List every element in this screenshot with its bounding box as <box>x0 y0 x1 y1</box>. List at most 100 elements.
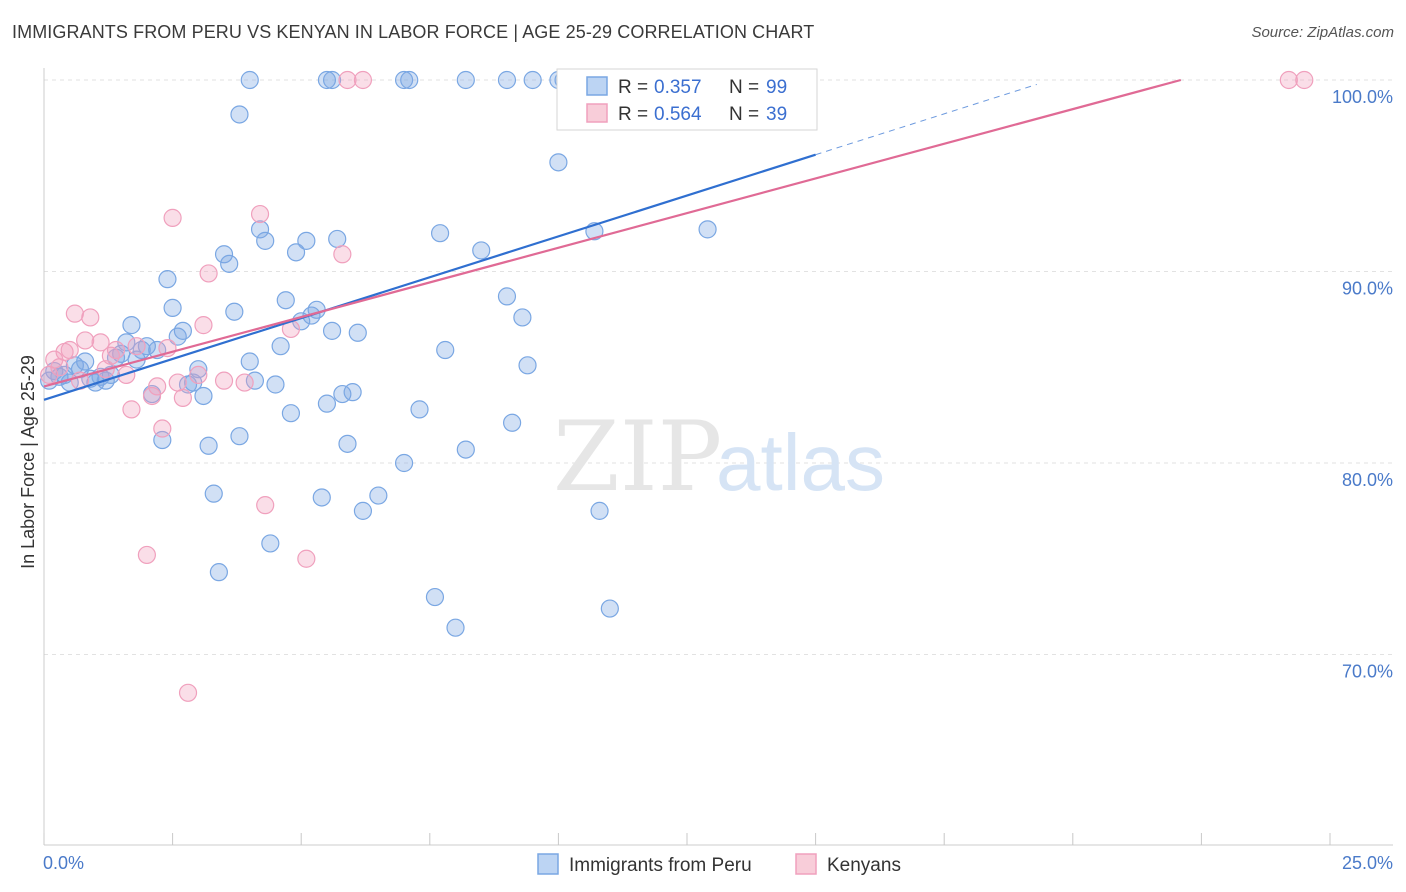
kenyans-point <box>65 304 84 323</box>
peru-point <box>317 394 337 413</box>
kenyans-point <box>1279 70 1298 90</box>
trend-lines <box>43 78 1182 401</box>
kenyans-point <box>122 400 141 419</box>
peru-point <box>168 327 187 346</box>
kenyans-point <box>250 204 270 224</box>
stats-n-label-peru: N = <box>729 77 759 98</box>
peru-point <box>328 229 347 249</box>
peru-point <box>456 440 475 459</box>
peru-point <box>276 291 295 310</box>
kenyans-trend-line <box>43 78 1182 388</box>
kenyans-point <box>173 388 192 407</box>
watermark-zip: ZIP <box>553 401 722 513</box>
peru-point <box>348 323 367 342</box>
stats-r-value-peru: 0.357 <box>654 77 702 98</box>
y-tick-label: 70.0% <box>1342 662 1393 682</box>
legend-swatch-peru <box>537 853 559 875</box>
y-tick-labels: 70.0% 80.0% 90.0% 100.0% <box>1332 87 1393 682</box>
y-tick-label: 90.0% <box>1342 279 1393 299</box>
stats-r-value-kenyans: 0.564 <box>654 104 702 125</box>
peru-point <box>230 105 249 124</box>
kenyans-point <box>178 683 198 702</box>
kenyans-point <box>117 365 136 385</box>
kenyans-point <box>81 308 100 327</box>
stats-n-value-peru: 99 <box>766 77 787 98</box>
peru-point <box>394 70 414 90</box>
kenyans-point <box>101 346 120 365</box>
peru-point <box>225 302 244 321</box>
kenyans-point <box>199 264 218 283</box>
stats-swatch-peru <box>586 76 608 96</box>
peru-point <box>400 70 419 90</box>
peru-point <box>189 360 208 379</box>
kenyans-point <box>256 496 275 515</box>
kenyans-point <box>137 545 156 565</box>
peru-point <box>209 563 228 582</box>
peru-point <box>281 404 301 423</box>
axes <box>43 68 1393 846</box>
stats-r-label-kenyans: R = <box>618 104 648 125</box>
peru-point <box>286 243 306 262</box>
chart-title: IMMIGRANTS FROM PERU VS KENYAN IN LABOR … <box>12 22 815 42</box>
kenyans-point <box>1295 70 1314 90</box>
peru-point <box>353 501 373 520</box>
peru-point <box>369 486 388 505</box>
kenyans-point <box>333 245 352 264</box>
kenyans-point <box>235 373 254 392</box>
watermark: ZIP atlas <box>553 401 885 513</box>
peru-point <box>503 413 522 432</box>
peru-trend-extension <box>815 83 1037 156</box>
peru-point <box>261 534 280 553</box>
y-tick-label: 80.0% <box>1342 470 1393 490</box>
kenyans-point <box>142 386 162 406</box>
stats-swatch-kenyans <box>586 103 608 123</box>
peru-point <box>158 270 177 289</box>
peru-point <box>425 587 445 607</box>
watermark-atlas: atlas <box>716 418 885 507</box>
bottom-legend: Immigrants from Peru Kenyans <box>537 853 901 876</box>
peru-point <box>250 220 270 239</box>
peru-point <box>456 70 475 90</box>
peru-point <box>204 484 223 503</box>
peru-point <box>214 245 234 264</box>
peru-point <box>297 231 316 250</box>
kenyans-point <box>148 377 167 396</box>
peru-point <box>194 386 213 406</box>
peru-point <box>220 254 239 273</box>
kenyans-point <box>163 208 182 227</box>
peru-point <box>256 231 275 250</box>
kenyans-point <box>189 365 208 385</box>
peru-point <box>266 375 285 394</box>
stats-n-value-kenyans: 39 <box>766 104 787 125</box>
peru-point <box>497 287 517 306</box>
source-label: Source: ZipAtlas.com <box>1251 24 1394 41</box>
kenyans-point <box>50 358 69 377</box>
peru-point <box>122 316 141 335</box>
legend-label-peru: Immigrants from Peru <box>569 855 752 876</box>
kenyans-point <box>91 333 110 352</box>
kenyans-point <box>353 70 373 90</box>
x-tick-label-max: 25.0% <box>1342 853 1393 873</box>
peru-point <box>322 70 342 90</box>
stats-legend: R = 0.357 N = 99 R = 0.564 N = 39 <box>556 68 818 131</box>
peru-point <box>590 501 609 520</box>
kenyans-point <box>127 337 146 356</box>
peru-point <box>173 321 192 340</box>
kenyans-point <box>153 419 172 438</box>
y-axis-title: In Labor Force | Age 25-29 <box>18 355 38 569</box>
peru-point <box>600 599 619 618</box>
peru-point <box>199 436 218 455</box>
kenyans-point <box>297 549 316 568</box>
peru-point <box>271 337 290 356</box>
peru-point <box>240 352 259 371</box>
kenyans-point <box>214 371 234 390</box>
legend-swatch-kenyans <box>795 853 817 875</box>
peru-point <box>312 488 331 507</box>
peru-point <box>513 308 532 327</box>
peru-point <box>322 321 342 340</box>
peru-point <box>523 70 542 90</box>
stats-n-label-kenyans: N = <box>729 104 759 125</box>
peru-point <box>394 453 414 473</box>
peru-point <box>343 383 362 402</box>
